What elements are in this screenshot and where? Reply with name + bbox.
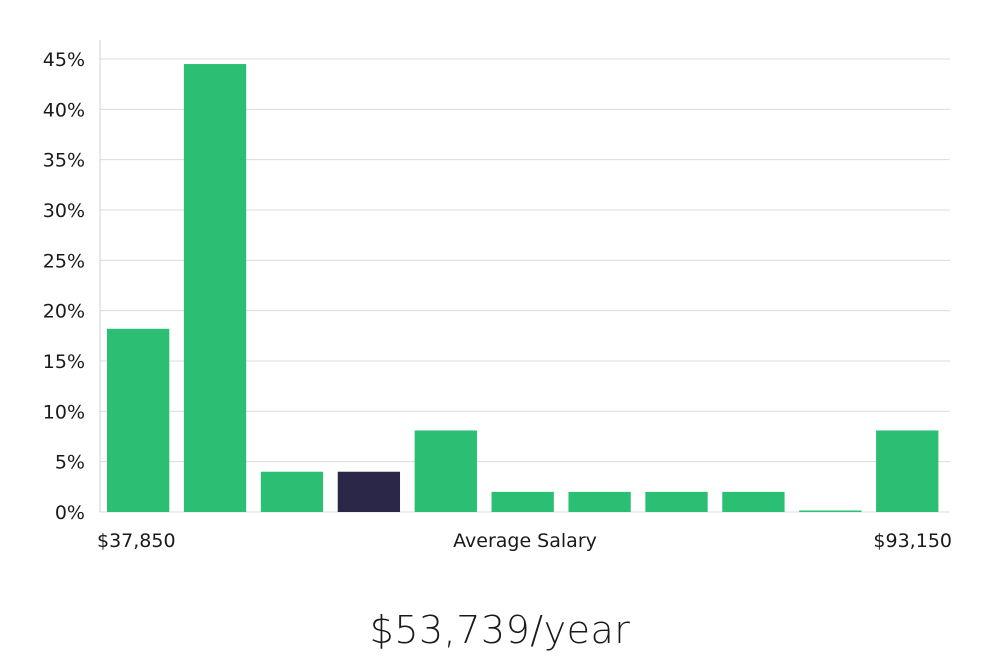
y-tick-label: 0% — [55, 502, 85, 524]
bar — [799, 510, 862, 512]
bar — [183, 64, 247, 513]
bar — [876, 430, 939, 512]
salary-histogram: 0% 5% 10% 15% 20% 25% 30% 35% 40% 45% $37,850 Ave… — [43, 40, 952, 552]
bars — [107, 64, 939, 513]
bar — [645, 491, 708, 512]
average-salary-value: $53,739/year — [369, 608, 631, 652]
y-tick-label: 40% — [43, 99, 85, 121]
bar-highlighted — [337, 471, 401, 512]
y-tick-label: 5% — [55, 452, 85, 474]
bar — [260, 471, 324, 512]
bar — [568, 491, 631, 512]
y-tick-label: 35% — [43, 150, 85, 172]
y-tick-label: 30% — [43, 200, 85, 222]
x-max-label: $93,150 — [873, 530, 952, 552]
x-min-label: $37,850 — [97, 530, 176, 552]
y-tick-label: 25% — [43, 250, 85, 272]
bar — [414, 430, 477, 512]
bar — [107, 328, 170, 512]
bar — [722, 491, 785, 512]
y-tick-label: 20% — [43, 301, 85, 323]
y-tick-label: 15% — [43, 351, 85, 373]
x-axis-title: Average Salary — [453, 530, 597, 552]
y-tick-label: 10% — [43, 401, 85, 423]
y-axis-ticks: 0% 5% 10% 15% 20% 25% 30% 35% 40% 45% — [43, 49, 85, 524]
bar — [491, 491, 554, 512]
y-tick-label: 45% — [43, 49, 85, 71]
